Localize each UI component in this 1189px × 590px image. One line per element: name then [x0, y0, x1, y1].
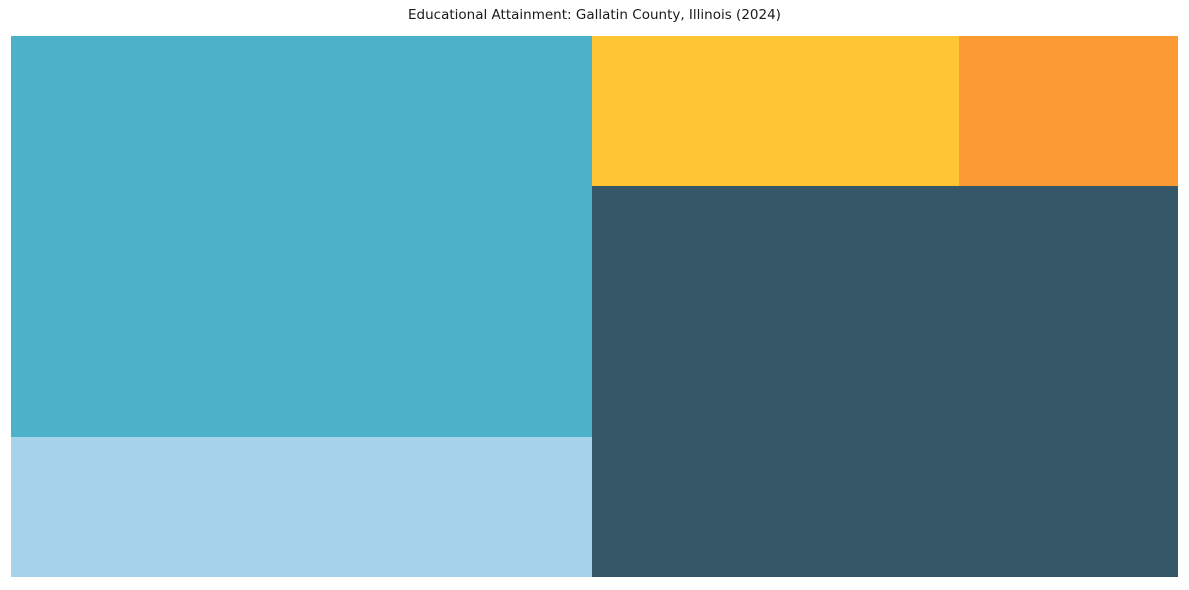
treemap-tile-4[interactable] — [592, 36, 960, 187]
treemap-tile-1[interactable] — [11, 36, 593, 437]
treemap-tile-3[interactable] — [11, 436, 593, 577]
treemap-tile-5[interactable] — [959, 36, 1178, 187]
treemap-tile-2[interactable] — [592, 186, 1178, 577]
treemap-plot-area — [11, 36, 1178, 577]
page-title: Educational Attainment: Gallatin County,… — [408, 7, 781, 23]
